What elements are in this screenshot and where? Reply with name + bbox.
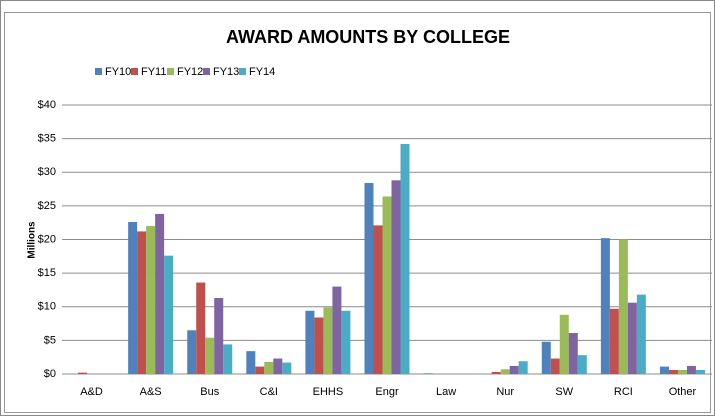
y-tick-label: $0 bbox=[44, 368, 56, 380]
x-tick-label: Law bbox=[436, 386, 456, 398]
bar bbox=[282, 362, 292, 374]
bar bbox=[491, 371, 501, 374]
x-tick-label: RCI bbox=[614, 386, 633, 398]
y-tick-label: $15 bbox=[38, 267, 56, 279]
bar bbox=[636, 294, 646, 374]
bar bbox=[423, 373, 433, 374]
bar bbox=[695, 369, 705, 374]
legend-swatch bbox=[131, 68, 138, 75]
bar bbox=[568, 332, 578, 374]
bar bbox=[341, 310, 351, 374]
bar bbox=[509, 365, 519, 374]
y-tick-label: $5 bbox=[44, 334, 56, 346]
bar bbox=[686, 365, 696, 374]
y-tick-label: $20 bbox=[38, 233, 56, 245]
bar bbox=[618, 239, 628, 374]
bar bbox=[400, 144, 410, 374]
bar bbox=[609, 308, 619, 374]
legend-label: FY13 bbox=[213, 66, 239, 78]
chart-title: AWARD AMOUNTS BY COLLEGE bbox=[226, 27, 510, 47]
x-tick-label: EHHS bbox=[313, 386, 344, 398]
x-tick-label: Bus bbox=[200, 386, 219, 398]
bar bbox=[364, 183, 374, 374]
x-tick-label: A&D bbox=[80, 386, 103, 398]
bar bbox=[677, 369, 687, 374]
bar bbox=[137, 231, 147, 374]
bar bbox=[255, 366, 265, 374]
bar bbox=[332, 286, 342, 374]
bar bbox=[273, 358, 283, 374]
bar bbox=[577, 355, 587, 374]
legend-label: FY14 bbox=[249, 66, 275, 78]
bar bbox=[314, 317, 324, 374]
bar bbox=[668, 369, 678, 374]
bar bbox=[391, 180, 401, 374]
x-tick-label: SW bbox=[555, 386, 573, 398]
bar bbox=[500, 369, 510, 374]
legend-label: FY12 bbox=[177, 66, 203, 78]
legend-swatch bbox=[95, 68, 102, 75]
bar bbox=[187, 330, 197, 374]
y-tick-label: $35 bbox=[38, 133, 56, 145]
legend-swatch bbox=[239, 68, 246, 75]
bar bbox=[155, 213, 165, 374]
x-tick-label: C&I bbox=[260, 386, 278, 398]
y-tick-label: $25 bbox=[38, 200, 56, 212]
bar bbox=[223, 344, 233, 374]
y-tick-label: $10 bbox=[38, 301, 56, 313]
bar bbox=[373, 225, 383, 374]
bar bbox=[146, 226, 156, 374]
legend-label: FY11 bbox=[141, 66, 166, 78]
bar bbox=[196, 282, 206, 374]
bar bbox=[541, 341, 551, 374]
bar bbox=[164, 255, 174, 374]
bar bbox=[600, 238, 610, 374]
x-tick-label: Engr bbox=[375, 386, 399, 398]
bar bbox=[264, 361, 274, 374]
bar bbox=[214, 298, 224, 374]
y-tick-label: $40 bbox=[38, 99, 56, 111]
x-tick-label: Other bbox=[669, 386, 697, 398]
bar bbox=[559, 314, 569, 374]
bar bbox=[305, 310, 315, 374]
legend-swatch bbox=[203, 68, 210, 75]
y-tick-label: $30 bbox=[38, 166, 56, 178]
x-tick-label: Nur bbox=[496, 386, 514, 398]
bar bbox=[382, 196, 392, 374]
bar bbox=[550, 358, 560, 374]
legend-label: FY10 bbox=[105, 66, 131, 78]
y-axis-label: Millions bbox=[27, 221, 38, 259]
bar bbox=[128, 222, 138, 374]
bar bbox=[659, 366, 669, 374]
bar bbox=[627, 302, 637, 374]
legend-swatch bbox=[167, 68, 174, 75]
bar bbox=[78, 372, 88, 374]
chart-frame bbox=[4, 12, 711, 413]
bar bbox=[205, 337, 215, 374]
bar bbox=[323, 307, 333, 374]
bar bbox=[246, 351, 256, 374]
x-tick-label: A&S bbox=[140, 386, 162, 398]
bar bbox=[518, 361, 528, 374]
